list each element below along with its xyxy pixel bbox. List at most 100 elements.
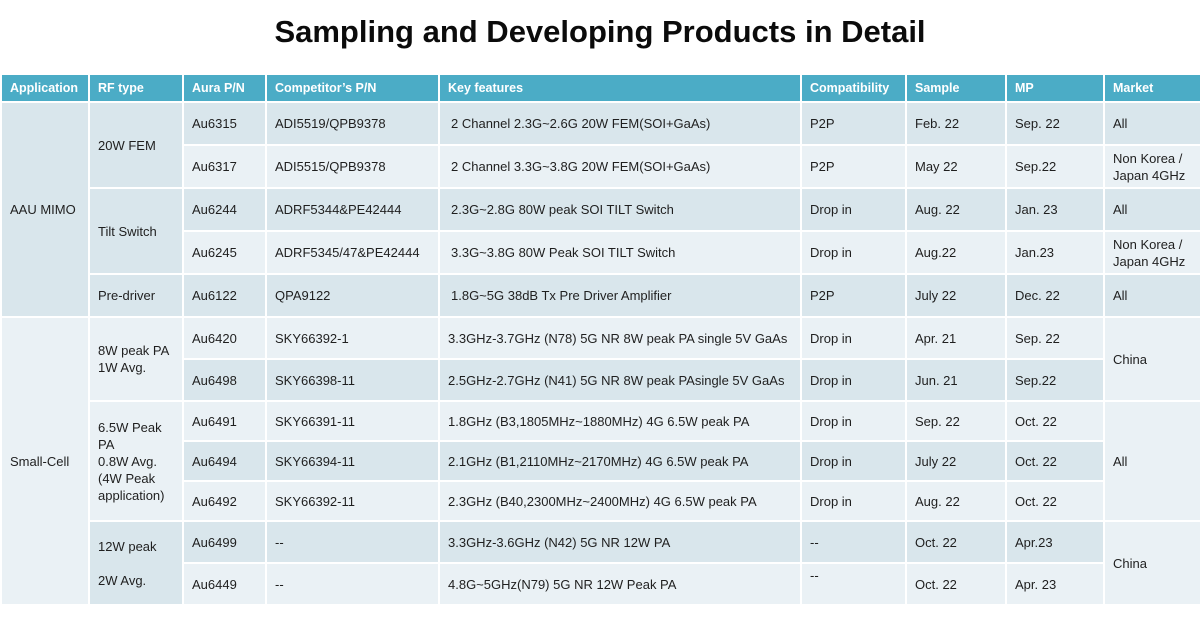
competitor-pn-cell: SKY66394-11 xyxy=(265,440,440,482)
competitor-pn-cell: SKY66398-11 xyxy=(265,358,440,402)
market-cell: All xyxy=(1103,273,1200,318)
rf-type-cell: 20W FEM xyxy=(88,101,184,189)
market-cell: China xyxy=(1103,520,1200,606)
mp-cell: Apr. 23 xyxy=(1005,562,1105,606)
table-row: Au6449 -- 4.8G~5GHz(N79) 5G NR 12W Peak PA… xyxy=(1,562,1200,606)
sample-cell: Aug.22 xyxy=(905,230,1007,275)
competitor-pn-cell: QPA9122 xyxy=(265,273,440,318)
table-row: Tilt Switch Au6244 ADRF5344&PE42444 2.3G~2.… xyxy=(1,187,1200,275)
page-title: Sampling and Developing Products in Deta… xyxy=(274,14,926,49)
aura-pn-cell: Au6491 xyxy=(182,400,267,442)
rf-type-cell: 8W peak PA 1W Avg. xyxy=(88,316,184,402)
market-cell: All xyxy=(1103,400,1200,522)
table-row: 6.5W Peak PA 0.8W Avg. (4W Peak applicat… xyxy=(1,400,1200,522)
rf-type-cell: Pre-driver xyxy=(88,273,184,318)
key-features-cell: 2 Channel 3.3G~3.8G 20W FEM(SOI+GaAs) xyxy=(438,144,802,189)
aura-pn-cell: Au6315 xyxy=(182,101,267,146)
competitor-pn-cell: SKY66391-11 xyxy=(265,400,440,442)
compatibility-cell: Drop in xyxy=(800,480,907,522)
compatibility-cell: Drop in xyxy=(800,187,907,232)
table-row: Au6245 ADRF5345/47&PE42444 3.3G~3.8G 80W P… xyxy=(1,230,1200,275)
rf-type-cell: Tilt Switch xyxy=(88,187,184,275)
mp-cell: Sep. 22 xyxy=(1005,316,1105,360)
key-features-cell: 3.3GHz-3.7GHz (N78) 5G NR 8W peak PA sin… xyxy=(438,316,802,360)
sample-cell: Aug. 22 xyxy=(905,187,1007,232)
table-row: Small-Cell 8W peak PA 1W Avg. Au6420 SKY663… xyxy=(0,316,1200,606)
key-features-cell: 2.3G~2.8G 80W peak SOI TILT Switch xyxy=(438,187,802,232)
compatibility-cell: Drop in xyxy=(800,400,907,442)
table-row: Au6498 SKY66398-11 2.5GHz-2.7GHz (N41) 5G … xyxy=(1,358,1200,402)
key-features-cell: 2.1GHz (B1,2110MHz~2170MHz) 4G 6.5W peak… xyxy=(438,440,802,482)
rf-type-cell: 6.5W Peak PA 0.8W Avg. (4W Peak applicat… xyxy=(88,400,184,522)
sample-cell: Oct. 22 xyxy=(905,520,1007,564)
mp-cell: Jan. 23 xyxy=(1005,187,1105,232)
mp-cell: Oct. 22 xyxy=(1005,480,1105,522)
aura-pn-cell: Au6498 xyxy=(182,358,267,402)
key-features-cell: 2 Channel 2.3G~2.6G 20W FEM(SOI+GaAs) xyxy=(438,101,802,146)
competitor-pn-cell: -- xyxy=(265,562,440,606)
competitor-pn-cell: ADRF5344&PE42444 xyxy=(265,187,440,232)
sample-cell: Feb. 22 xyxy=(905,101,1007,146)
compatibility-cell: -- xyxy=(800,562,907,606)
market-cell: Non Korea / Japan 4GHz xyxy=(1103,144,1200,189)
table-row: Au6494 SKY66394-11 2.1GHz (B1,2110MHz~2170… xyxy=(1,440,1200,482)
compatibility-cell: P2P xyxy=(800,144,907,189)
mp-cell: Oct. 22 xyxy=(1005,440,1105,482)
column-header-sample: Sample xyxy=(905,73,1007,103)
column-header-compatibility: Compatibility xyxy=(800,73,907,103)
compatibility-cell: P2P xyxy=(800,101,907,146)
aura-pn-cell: Au6499 xyxy=(182,520,267,564)
aura-pn-cell: Au6492 xyxy=(182,480,267,522)
slide: Sampling and Developing Products in Deta… xyxy=(0,11,1200,625)
key-features-cell: 2.5GHz-2.7GHz (N41) 5G NR 8W peak PAsing… xyxy=(438,358,802,402)
sample-cell: July 22 xyxy=(905,440,1007,482)
table-row: Au6492 SKY66392-11 2.3GHz (B40,2300MHz~240… xyxy=(1,480,1200,522)
market-cell: Non Korea / Japan 4GHz xyxy=(1103,230,1200,275)
sample-cell: July 22 xyxy=(905,273,1007,318)
market-cell: All xyxy=(1103,101,1200,146)
column-header-key-features: Key features xyxy=(438,73,802,103)
sample-cell: Jun. 21 xyxy=(905,358,1007,402)
aura-pn-cell: Au6245 xyxy=(182,230,267,275)
key-features-cell: 3.3GHz-3.6GHz (N42) 5G NR 12W PA xyxy=(438,520,802,564)
key-features-cell: 2.3GHz (B40,2300MHz~2400MHz) 4G 6.5W pea… xyxy=(438,480,802,522)
column-header-market: Market xyxy=(1103,73,1200,103)
aura-pn-cell: Au6420 xyxy=(182,316,267,360)
compatibility-cell: P2P xyxy=(800,273,907,318)
column-header-rf-type: RF type xyxy=(88,73,184,103)
sample-cell: May 22 xyxy=(905,144,1007,189)
key-features-cell: 4.8G~5GHz(N79) 5G NR 12W Peak PA xyxy=(438,562,802,606)
market-cell: China xyxy=(1103,316,1200,402)
sample-cell: Sep. 22 xyxy=(905,400,1007,442)
competitor-pn-cell: -- xyxy=(265,520,440,564)
table-row: Au6317 ADI5515/QPB9378 2 Channel 3.3G~3.8G… xyxy=(1,144,1200,189)
sample-cell: Apr. 21 xyxy=(905,316,1007,360)
competitor-pn-cell: SKY66392-1 xyxy=(265,316,440,360)
key-features-cell: 3.3G~3.8G 80W Peak SOI TILT Switch xyxy=(438,230,802,275)
aura-pn-cell: Au6449 xyxy=(182,562,267,606)
mp-cell: Oct. 22 xyxy=(1005,400,1105,442)
competitor-pn-cell: SKY66392-11 xyxy=(265,480,440,522)
competitor-pn-cell: ADI5519/QPB9378 xyxy=(265,101,440,146)
key-features-cell: 1.8GHz (B3,1805MHz~1880MHz) 4G 6.5W peak… xyxy=(438,400,802,442)
mp-cell: Sep. 22 xyxy=(1005,101,1105,146)
mp-cell: Jan.23 xyxy=(1005,230,1105,275)
application-cell: Small-Cell xyxy=(0,316,90,606)
column-header-mp: MP xyxy=(1005,73,1105,103)
products-table: Application RF type Aura P/N Competitor’s P… xyxy=(0,73,1200,606)
sample-cell: Oct. 22 xyxy=(905,562,1007,606)
compatibility-cell: Drop in xyxy=(800,358,907,402)
competitor-pn-cell: ADRF5345/47&PE42444 xyxy=(265,230,440,275)
aura-pn-cell: Au6494 xyxy=(182,440,267,482)
mp-cell: Sep.22 xyxy=(1005,358,1105,402)
column-header-competitor-pn: Competitor’s P/N xyxy=(265,73,440,103)
aura-pn-cell: Au6244 xyxy=(182,187,267,232)
key-features-cell: 1.8G~5G 38dB Tx Pre Driver Amplifier xyxy=(438,273,802,318)
table-row: 12W peak 2W Avg. Au6499 -- 3.3GHz-3.6GHz (N… xyxy=(1,520,1200,606)
aura-pn-cell: Au6122 xyxy=(182,273,267,318)
compatibility-cell: Drop in xyxy=(800,316,907,360)
column-header-application: Application xyxy=(0,73,90,103)
competitor-pn-cell: ADI5515/QPB9378 xyxy=(265,144,440,189)
rf-type-cell: 12W peak 2W Avg. xyxy=(88,520,184,606)
table-row: AAU MIMO 20W FEM Au6315 ADI5519/QPB9378 2 Ch… xyxy=(0,101,1200,318)
